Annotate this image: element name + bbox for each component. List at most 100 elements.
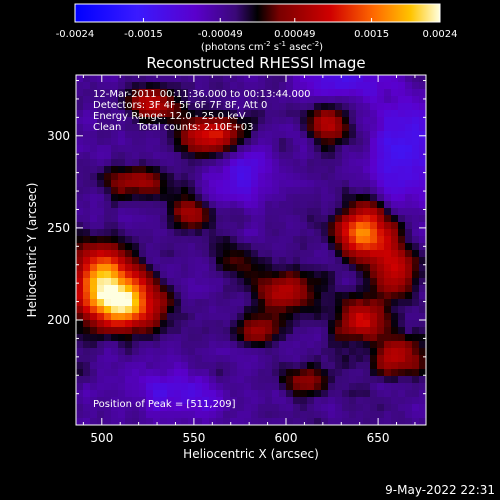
heatmap-cell [272,383,280,391]
heatmap-cell [279,110,287,118]
heatmap-cell [216,348,224,356]
heatmap-cell [405,222,413,230]
heatmap-cell [286,376,294,384]
heatmap-cell [153,376,161,384]
heatmap-cell [132,369,140,377]
heatmap-cell [97,145,105,153]
heatmap-cell [146,173,154,181]
heatmap-cell [195,320,203,328]
heatmap-cell [335,145,343,153]
heatmap-cell [251,285,259,293]
heatmap-cell [321,96,329,104]
heatmap-cell [286,264,294,272]
heatmap-cell [174,397,182,405]
heatmap-cell [384,180,392,188]
heatmap-cell [300,159,308,167]
heatmap-cell [118,320,126,328]
heatmap-cell [265,180,273,188]
heatmap-cell [132,208,140,216]
heatmap-cell [328,327,336,335]
heatmap-cell [153,355,161,363]
heatmap-cell [202,271,210,279]
heatmap-cell [384,166,392,174]
heatmap-cell [356,145,364,153]
heatmap-cell [237,257,245,265]
heatmap-cell [174,362,182,370]
heatmap-cell [153,89,161,97]
heatmap-cell [279,82,287,90]
heatmap-cell [314,96,322,104]
heatmap-cell [153,362,161,370]
heatmap-cell [244,82,252,90]
heatmap-cell [83,299,91,307]
heatmap-cell [300,194,308,202]
heatmap-cell [405,341,413,349]
heatmap-cell [188,306,196,314]
heatmap-cell [272,166,280,174]
heatmap-cell [125,418,133,426]
heatmap-cell [174,138,182,146]
heatmap-cell [132,390,140,398]
heatmap-cell [370,271,378,279]
heatmap-cell [118,271,126,279]
heatmap-cell [405,299,413,307]
heatmap-cell [188,215,196,223]
heatmap-cell [335,103,343,111]
heatmap-cell [258,145,266,153]
heatmap-cell [223,376,231,384]
heatmap-cell [216,173,224,181]
heatmap-cell [251,194,259,202]
heatmap-cell [349,341,357,349]
heatmap-cell [195,306,203,314]
heatmap-cell [216,376,224,384]
heatmap-cell [363,222,371,230]
heatmap-cell [195,369,203,377]
heatmap-cell [349,152,357,160]
heatmap-cell [356,138,364,146]
heatmap-cell [237,131,245,139]
heatmap-cell [272,117,280,125]
heatmap-cell [335,250,343,258]
heatmap-cell [181,250,189,258]
heatmap-cell [202,117,210,125]
heatmap-cell [286,418,294,426]
heatmap-cell [342,103,350,111]
heatmap-cell [111,369,119,377]
heatmap-cell [244,250,252,258]
heatmap-cell [377,82,385,90]
heatmap-cell [76,103,84,111]
heatmap-cell [181,243,189,251]
heatmap-cell [216,138,224,146]
heatmap-cell [335,411,343,419]
heatmap-cell [398,362,406,370]
heatmap-cell [251,103,259,111]
heatmap-cell [97,292,105,300]
heatmap-cell [223,215,231,223]
heatmap-cell [356,404,364,412]
heatmap-cell [398,187,406,195]
heatmap-cell [279,411,287,419]
heatmap-cell [83,208,91,216]
heatmap-cell [251,404,259,412]
heatmap-cell [419,152,427,160]
heatmap-cell [356,271,364,279]
heatmap-cell [111,159,119,167]
heatmap-cell [181,418,189,426]
heatmap-cell [328,152,336,160]
heatmap-cell [174,341,182,349]
heatmap-cell [146,306,154,314]
heatmap-cell [104,187,112,195]
heatmap-cell [83,187,91,195]
heatmap-cell [104,208,112,216]
heatmap-cell [286,138,294,146]
heatmap-cell [132,292,140,300]
heatmap-cell [237,411,245,419]
heatmap-cell [90,320,98,328]
heatmap-cell [335,271,343,279]
heatmap-cell [230,341,238,349]
heatmap-cell [237,222,245,230]
heatmap-cell [174,257,182,265]
heatmap-cell [188,292,196,300]
heatmap-cell [391,285,399,293]
heatmap-cell [300,341,308,349]
